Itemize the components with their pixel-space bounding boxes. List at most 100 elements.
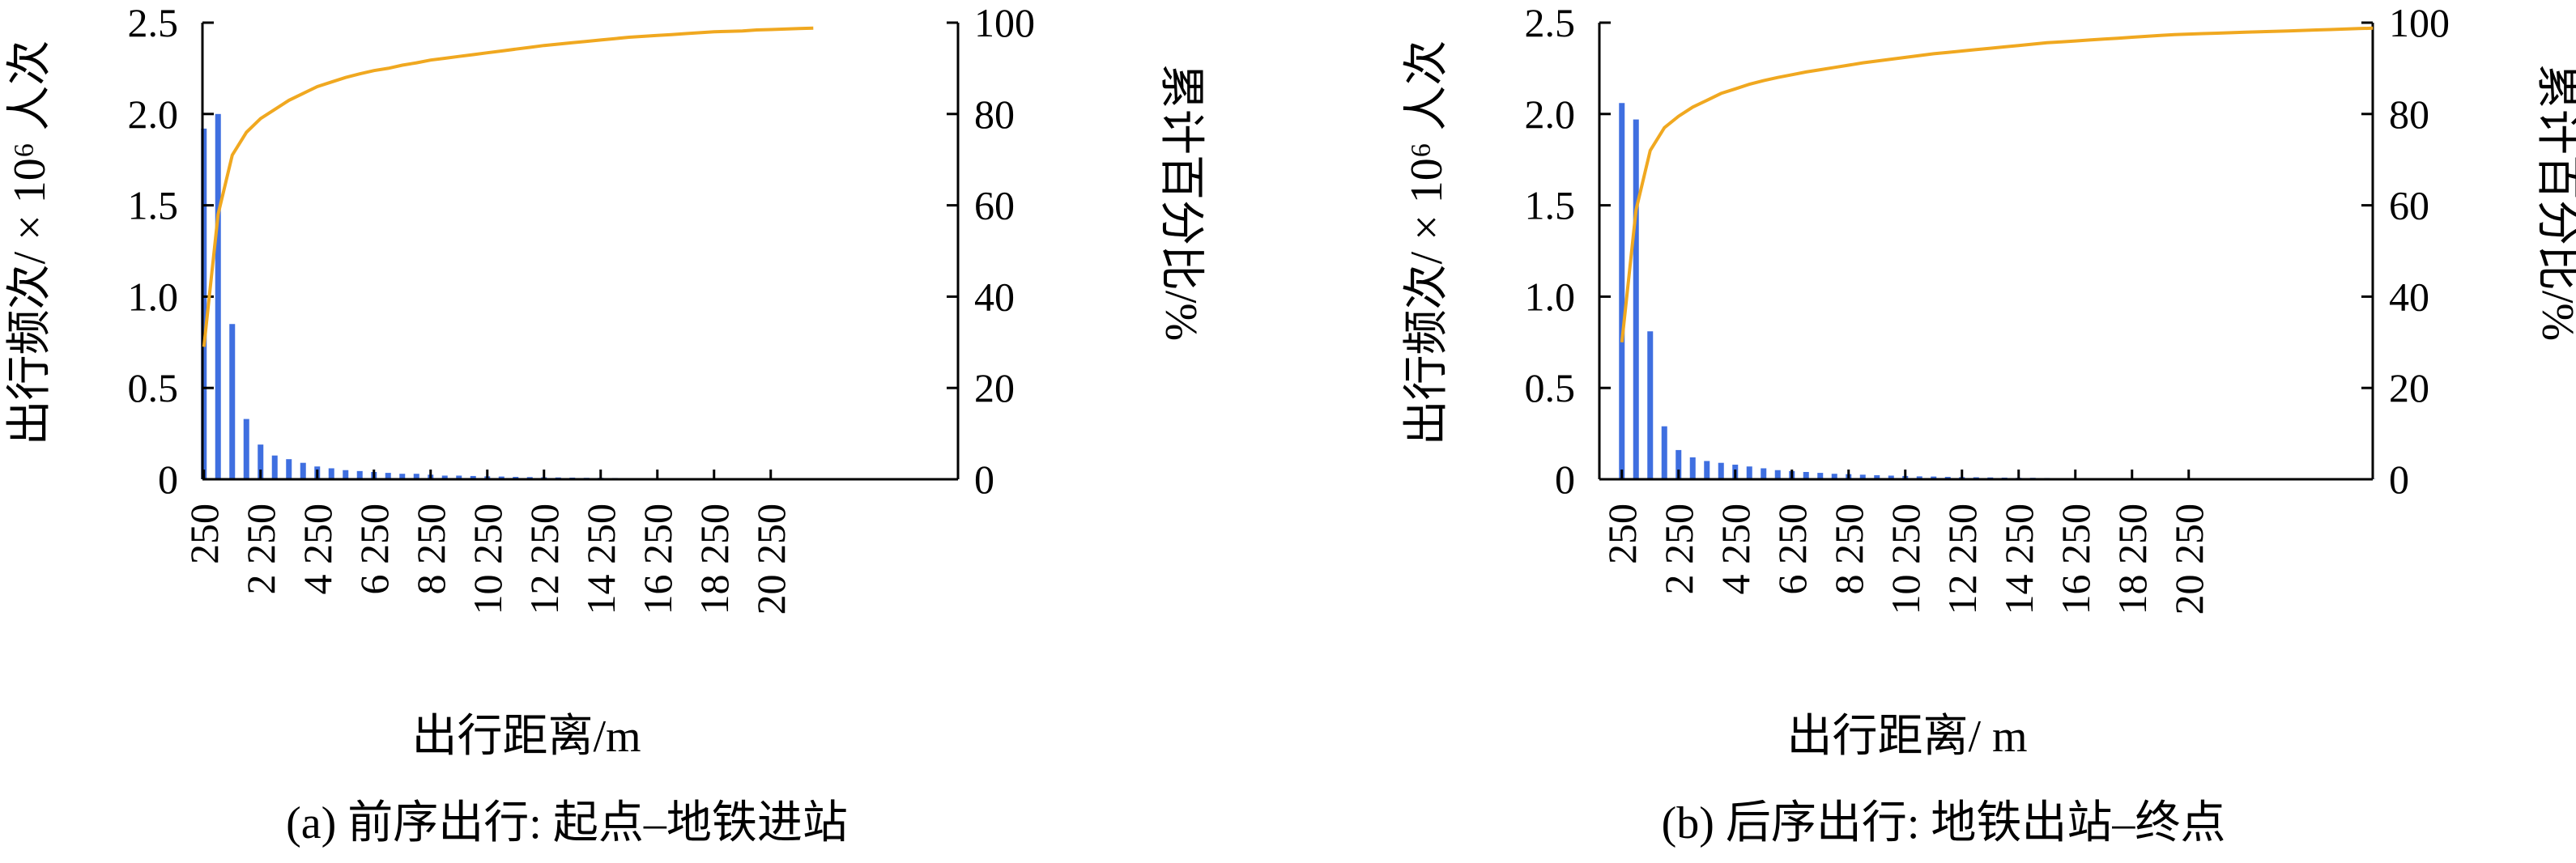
panel-a-left-tick-labels: 0 0.5 1.0 1.5 2.0 2.5 [128, 0, 179, 502]
bar [470, 475, 476, 479]
bar [399, 474, 406, 479]
bar [1746, 466, 1752, 479]
bar [343, 470, 349, 479]
left-tick-label: 2.0 [128, 91, 179, 137]
right-tick-label: 100 [974, 0, 1035, 45]
x-tick-label: 12 250 [522, 504, 567, 615]
panel-b-ylabel-right: 累计百分比/% [2532, 64, 2576, 341]
bar [1661, 426, 1667, 479]
bar [286, 459, 292, 479]
left-tick-label: 1.5 [128, 183, 179, 228]
bar [1888, 475, 1894, 479]
panel-b-bars [1619, 103, 2376, 479]
bar [1761, 468, 1767, 479]
left-tick-label: 2.5 [1525, 0, 1576, 45]
right-tick-label: 60 [974, 183, 1015, 228]
bar [258, 444, 264, 479]
left-tick-label: 0.5 [128, 365, 179, 410]
bar [328, 468, 334, 479]
panel-a-ylabel-left: 出行频次/ × 10⁶ 人次 [5, 40, 55, 446]
x-tick-label: 6 250 [351, 504, 397, 595]
panel-b-right-tick-labels: 0 20 40 60 80 100 [2389, 0, 2450, 502]
bar [385, 473, 391, 479]
bar [1675, 449, 1682, 479]
panel-b-axes [1598, 21, 2374, 481]
x-tick-label: 16 250 [2053, 504, 2098, 615]
panel-b: 0 0.5 1.0 1.5 2.0 2.5 0 20 40 60 80 100 250 2 250 4 … [1402, 0, 2576, 848]
right-tick-label: 40 [2389, 274, 2429, 319]
bar [1803, 471, 1809, 479]
right-tick-label: 20 [974, 365, 1015, 410]
x-tick-label: 2 250 [238, 504, 283, 595]
panel-a-right-tick-labels: 0 20 40 60 80 100 [974, 0, 1035, 502]
bar [243, 419, 249, 479]
x-tick-label: 12 250 [1939, 504, 1985, 615]
bar [498, 476, 505, 479]
panel-b-cumulative-line [1620, 26, 2374, 343]
x-tick-label: 250 [181, 504, 227, 564]
bar [201, 128, 207, 479]
bar [413, 474, 419, 479]
right-tick-label: 60 [2389, 183, 2429, 228]
bar [1689, 457, 1696, 479]
panel-a-ylabel-right: 累计百分比/% [1156, 64, 1206, 341]
left-tick-label: 0.5 [1525, 365, 1576, 410]
bar [300, 462, 306, 479]
bar [271, 455, 278, 479]
x-tick-label: 14 250 [578, 504, 624, 615]
x-tick-label: 20 250 [2166, 504, 2212, 615]
x-tick-label: 8 250 [1826, 504, 1871, 595]
left-tick-label: 2.0 [1525, 91, 1576, 137]
x-tick-label: 4 250 [295, 504, 340, 595]
bar [1874, 475, 1880, 479]
x-tick-label: 10 250 [465, 504, 510, 615]
bar [1647, 331, 1654, 479]
right-tick-label: 20 [2389, 365, 2429, 410]
x-tick-label: 14 250 [1996, 504, 2042, 615]
left-tick-label: 2.5 [128, 0, 179, 45]
right-tick-label: 100 [2389, 0, 2450, 45]
x-tick-label: 10 250 [1883, 504, 1928, 615]
right-tick-label: 80 [974, 91, 1015, 137]
bar [229, 324, 236, 479]
x-tick-label: 250 [1599, 504, 1645, 564]
bar [1831, 474, 1837, 479]
x-tick-label: 6 250 [1769, 504, 1815, 595]
right-tick-label: 80 [2389, 91, 2429, 137]
right-tick-label: 0 [974, 457, 994, 502]
bar [441, 475, 448, 479]
panel-b-ylabel-left: 出行频次/ × 10⁶ 人次 [1402, 40, 1452, 446]
bar [1633, 119, 1639, 479]
bar [215, 113, 221, 480]
right-tick-label: 40 [974, 274, 1015, 319]
x-tick-label: 16 250 [635, 504, 680, 615]
x-tick-label: 18 250 [692, 504, 737, 615]
x-tick-label: 2 250 [1656, 504, 1701, 595]
left-tick-label: 0 [1555, 457, 1575, 502]
x-tick-label: 8 250 [408, 504, 453, 595]
panel-a-x-tick-labels: 250 2 250 4 250 6 250 8 250 10 250 12 250 14 25… [181, 504, 794, 615]
panel-a-axes [201, 21, 960, 481]
panel-a: 0 0.5 1.0 1.5 2.0 2.5 0 20 40 60 80 100 250 2 250 4 … [5, 0, 1206, 848]
bar [1774, 470, 1781, 479]
x-tick-label: 18 250 [2110, 504, 2155, 615]
bar [1817, 473, 1824, 479]
panel-a-xlabel: 出行距离/m [411, 712, 641, 762]
bar [1916, 476, 1922, 479]
panel-b-x-tick-labels: 250 2 250 4 250 6 250 8 250 10 250 12 250 14 25… [1599, 504, 2212, 615]
left-tick-label: 0 [158, 457, 178, 502]
left-tick-label: 1.0 [128, 274, 179, 319]
panel-a-bars [201, 113, 816, 480]
bar [356, 470, 363, 479]
bar [1718, 462, 1724, 479]
panel-a-cumulative-line [202, 26, 814, 347]
panel-b-left-tick-labels: 0 0.5 1.0 1.5 2.0 2.5 [1525, 0, 1576, 502]
bar [1931, 476, 1937, 479]
x-tick-label: 4 250 [1713, 504, 1758, 595]
bar [1859, 474, 1866, 479]
panel-b-caption: (b) 后序出行: 地铁出站–终点 [1662, 798, 2226, 848]
right-tick-label: 0 [2389, 457, 2409, 502]
bar [1704, 461, 1710, 479]
x-tick-label: 20 250 [748, 504, 794, 615]
